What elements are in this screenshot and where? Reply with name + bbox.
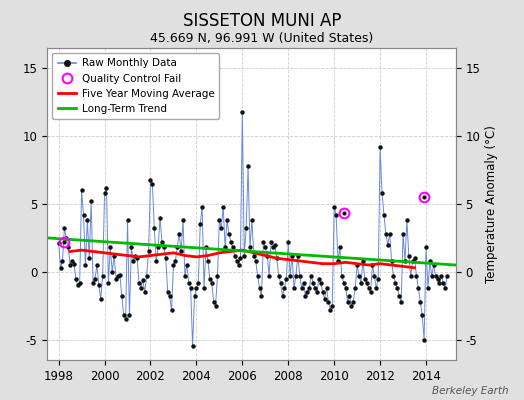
Legend: Raw Monthly Data, Quality Control Fail, Five Year Moving Average, Long-Term Tren: Raw Monthly Data, Quality Control Fail, … (52, 53, 220, 119)
Text: SISSETON MUNI AP: SISSETON MUNI AP (183, 12, 341, 30)
Y-axis label: Temperature Anomaly (°C): Temperature Anomaly (°C) (485, 125, 498, 283)
Text: Berkeley Earth: Berkeley Earth (432, 386, 508, 396)
Text: 45.669 N, 96.991 W (United States): 45.669 N, 96.991 W (United States) (150, 32, 374, 45)
